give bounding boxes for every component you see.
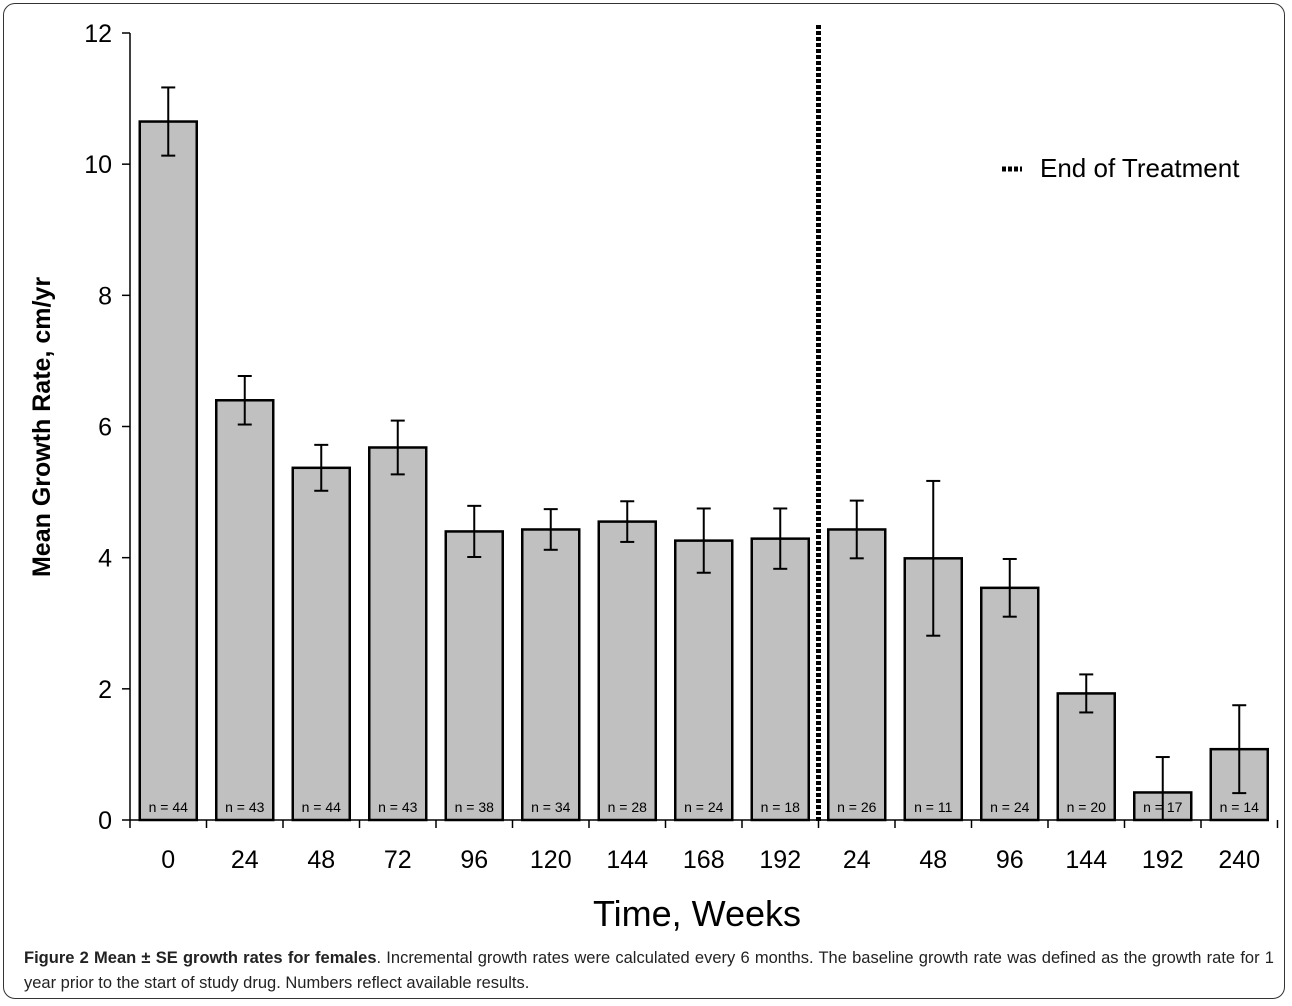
bar [674,539,734,822]
y-tick-label: 6 [98,414,112,442]
x-tick-label: 24 [231,846,259,874]
bar [827,528,887,822]
n-label: n = 17 [1143,799,1183,815]
x-tick-label: 24 [843,846,871,874]
bar [368,446,428,822]
x-tick-label: 96 [460,846,488,874]
legend-label: End of Treatment [1040,153,1240,183]
x-tick-label: 72 [384,846,412,874]
n-label: n = 24 [684,799,724,815]
n-label: n = 28 [608,799,648,815]
x-tick-label: 168 [683,846,725,874]
x-tick-label: 48 [307,846,335,874]
x-tick-label: 144 [1065,846,1107,874]
n-label: n = 24 [990,799,1030,815]
x-tick-label: 120 [530,846,572,874]
x-tick-label: 144 [606,846,648,874]
n-label: n = 18 [761,799,801,815]
x-axis-title: Time, Weeks [593,893,801,934]
n-label: n = 11 [914,799,952,815]
x-tick-label: 240 [1218,846,1260,874]
figure-caption: Figure 2 Mean ± SE growth rates for fema… [24,946,1274,996]
bar [521,528,581,822]
n-label: n = 44 [302,799,342,815]
y-tick-label: 0 [98,807,112,835]
legend: End of Treatment [1002,153,1240,183]
figure-frame [3,3,1285,999]
n-label: n = 20 [1067,799,1107,815]
n-label: n = 38 [455,799,495,815]
n-label: n = 43 [378,799,418,815]
n-label: n = 34 [531,799,571,815]
n-label: n = 14 [1220,799,1260,815]
y-tick-label: 10 [84,151,112,179]
n-label: n = 26 [837,799,877,815]
caption-text: . Incremental growth rates were calculat… [24,949,1274,992]
y-tick-label: 4 [98,545,112,573]
x-tick-label: 48 [919,846,947,874]
n-label: n = 43 [225,799,265,815]
growth-rate-bar-chart: Mean Growth Rate, cm/yr Time, Weeks End … [28,20,1279,934]
x-tick-label: 96 [996,846,1024,874]
y-tick-label: 12 [84,20,112,48]
caption-title: Figure 2 Mean ± SE growth rates for fema… [24,949,377,967]
n-label: n = 44 [149,799,189,815]
y-axis-title: Mean Growth Rate, cm/yr [28,277,56,577]
bar [291,466,351,822]
bar [444,530,504,822]
bar [138,120,198,822]
bar [597,520,657,822]
x-tick-label: 192 [759,846,801,874]
bar [980,586,1040,822]
x-tick-label: 0 [161,846,175,874]
y-tick-label: 2 [98,676,112,704]
bar [750,537,810,822]
y-tick-label: 8 [98,282,112,310]
bar [215,399,275,822]
x-tick-label: 192 [1142,846,1184,874]
